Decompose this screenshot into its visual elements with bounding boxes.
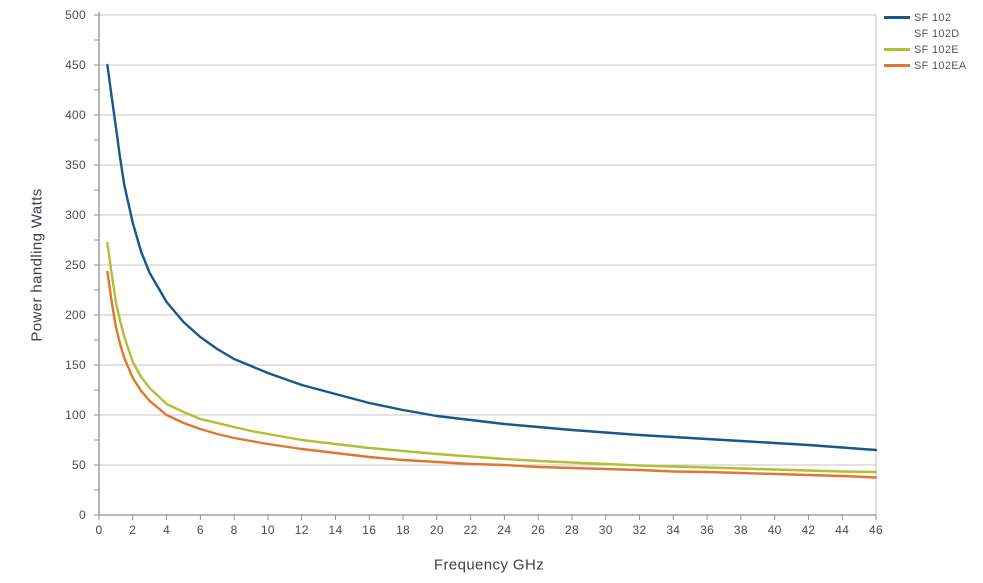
x-tick-label-22: 22 bbox=[464, 523, 478, 537]
x-tick-label-30: 30 bbox=[599, 523, 613, 537]
x-tick-label-40: 40 bbox=[768, 523, 782, 537]
x-tick-label-4: 4 bbox=[163, 523, 170, 537]
legend-label: SF 102D bbox=[914, 27, 960, 40]
y-tick-label-200: 200 bbox=[65, 308, 86, 322]
x-tick-label-0: 0 bbox=[96, 523, 103, 537]
legend-item-sf-102: SF 102 bbox=[884, 11, 967, 24]
y-tick-label-350: 350 bbox=[65, 158, 86, 172]
y-tick-label-100: 100 bbox=[65, 408, 86, 422]
x-tick-label-14: 14 bbox=[329, 523, 343, 537]
x-tick-label-32: 32 bbox=[633, 523, 647, 537]
legend: SF 102 SF 102D SF 102E SF 102EA bbox=[884, 11, 967, 72]
x-tick-label-42: 42 bbox=[801, 523, 815, 537]
y-tick-label-50: 50 bbox=[72, 458, 86, 472]
legend-swatch-icon bbox=[884, 16, 910, 19]
legend-item-sf-102d: SF 102D bbox=[884, 27, 967, 40]
legend-label: SF 102E bbox=[914, 43, 959, 56]
x-tick-label-12: 12 bbox=[295, 523, 309, 537]
x-tick-label-44: 44 bbox=[835, 523, 849, 537]
x-tick-label-20: 20 bbox=[430, 523, 444, 537]
y-tick-label-500: 500 bbox=[65, 8, 86, 22]
x-tick-label-34: 34 bbox=[666, 523, 680, 537]
legend-swatch-icon bbox=[884, 64, 910, 67]
x-tick-label-24: 24 bbox=[497, 523, 511, 537]
x-tick-label-36: 36 bbox=[700, 523, 714, 537]
curve-sf-102 bbox=[106, 63, 878, 452]
x-tick-label-28: 28 bbox=[565, 523, 579, 537]
legend-swatch-icon bbox=[884, 48, 910, 51]
y-tick-label-150: 150 bbox=[65, 358, 86, 372]
x-tick-label-38: 38 bbox=[734, 523, 748, 537]
y-tick-label-300: 300 bbox=[65, 208, 86, 222]
x-tick-label-2: 2 bbox=[129, 523, 136, 537]
y-axis-title: Power handling Watts bbox=[28, 188, 46, 342]
x-tick-label-16: 16 bbox=[362, 523, 376, 537]
y-tick-label-400: 400 bbox=[65, 108, 86, 122]
y-tick-label-250: 250 bbox=[65, 258, 86, 272]
legend-item-sf-102ea: SF 102EA bbox=[884, 59, 967, 72]
x-tick-label-8: 8 bbox=[231, 523, 238, 537]
curve-sf-102ea bbox=[106, 270, 878, 479]
x-tick-label-18: 18 bbox=[396, 523, 410, 537]
x-tick-label-26: 26 bbox=[531, 523, 545, 537]
legend-item-sf-102e: SF 102E bbox=[884, 43, 967, 56]
legend-label: SF 102 bbox=[914, 11, 952, 24]
x-tick-label-6: 6 bbox=[197, 523, 204, 537]
x-axis-title: Frequency GHz bbox=[433, 556, 545, 574]
legend-swatch-icon bbox=[884, 32, 910, 35]
x-tick-label-46: 46 bbox=[869, 523, 883, 537]
x-tick-label-10: 10 bbox=[261, 523, 275, 537]
curve-sf-102e bbox=[106, 241, 878, 474]
y-tick-label-450: 450 bbox=[65, 58, 86, 72]
y-tick-label-0: 0 bbox=[79, 508, 86, 522]
legend-label: SF 102EA bbox=[914, 59, 967, 72]
